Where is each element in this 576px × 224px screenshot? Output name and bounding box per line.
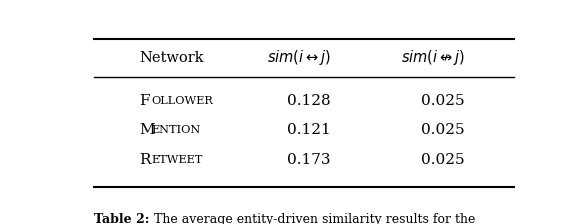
Text: 0.025: 0.025 (421, 123, 465, 137)
Text: 0.173: 0.173 (287, 153, 331, 167)
Text: 0.025: 0.025 (421, 153, 465, 167)
Text: R: R (139, 153, 150, 167)
Text: Network: Network (139, 51, 203, 65)
Text: ENTION: ENTION (151, 125, 200, 135)
Text: 0.121: 0.121 (287, 123, 331, 137)
Text: 0.025: 0.025 (421, 94, 465, 108)
Text: 0.128: 0.128 (287, 94, 331, 108)
Text: F: F (139, 94, 149, 108)
Text: ETWEET: ETWEET (151, 155, 203, 165)
Text: Table 2:: Table 2: (94, 213, 150, 224)
Text: $sim(i \leftrightarrow j)$: $sim(i \leftrightarrow j)$ (267, 48, 331, 67)
Text: M: M (139, 123, 154, 137)
Text: $sim(i \nleftrightarrow j)$: $sim(i \nleftrightarrow j)$ (401, 48, 465, 67)
Text: OLLOWER: OLLOWER (151, 96, 213, 106)
Text: The average entity-driven similarity results for the: The average entity-driven similarity res… (146, 213, 475, 224)
